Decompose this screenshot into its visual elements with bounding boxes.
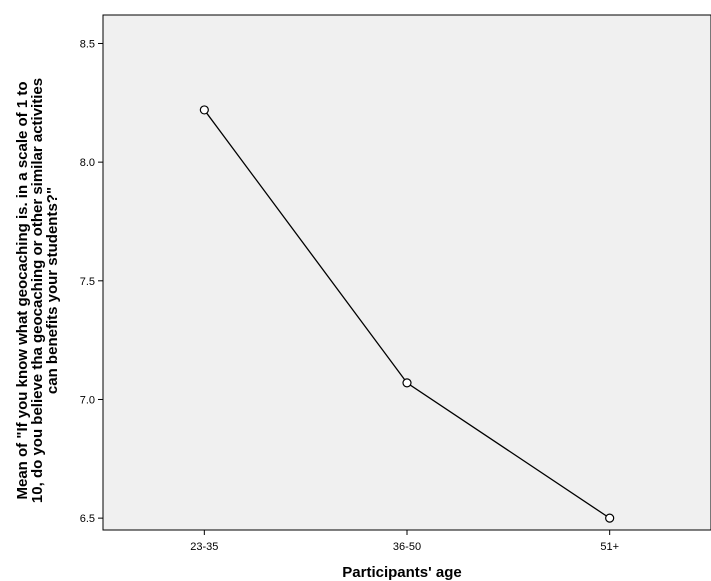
y-axis-title: Mean of "If you know what geocaching is.… bbox=[14, 78, 61, 503]
y-axis-title-line: Mean of "If you know what geocaching is.… bbox=[14, 81, 31, 499]
y-tick-label: 6.5 bbox=[80, 513, 95, 525]
x-axis-ticks: 23-35 36-50 51+ bbox=[190, 530, 619, 553]
y-tick-label: 8.0 bbox=[80, 157, 95, 169]
data-point bbox=[402, 378, 412, 388]
y-axis-title-line: can benefits your students?" bbox=[44, 187, 61, 394]
y-tick-label: 7.0 bbox=[80, 394, 95, 406]
data-point bbox=[605, 513, 615, 523]
data-point bbox=[199, 105, 209, 115]
y-axis-ticks: 6.5 7.0 7.5 8.0 8.5 bbox=[80, 38, 103, 525]
y-tick-label: 7.5 bbox=[80, 276, 95, 288]
plot-area bbox=[102, 14, 711, 531]
x-tick-label: 36-50 bbox=[393, 541, 421, 553]
x-axis-title: Participants' age bbox=[342, 564, 461, 581]
x-tick-label: 51+ bbox=[600, 541, 619, 553]
y-axis-title-line: 10, do you believe tha geocaching or oth… bbox=[29, 78, 46, 503]
series-layer bbox=[199, 105, 615, 523]
y-tick-label: 8.5 bbox=[80, 38, 95, 50]
x-tick-label: 23-35 bbox=[190, 541, 218, 553]
